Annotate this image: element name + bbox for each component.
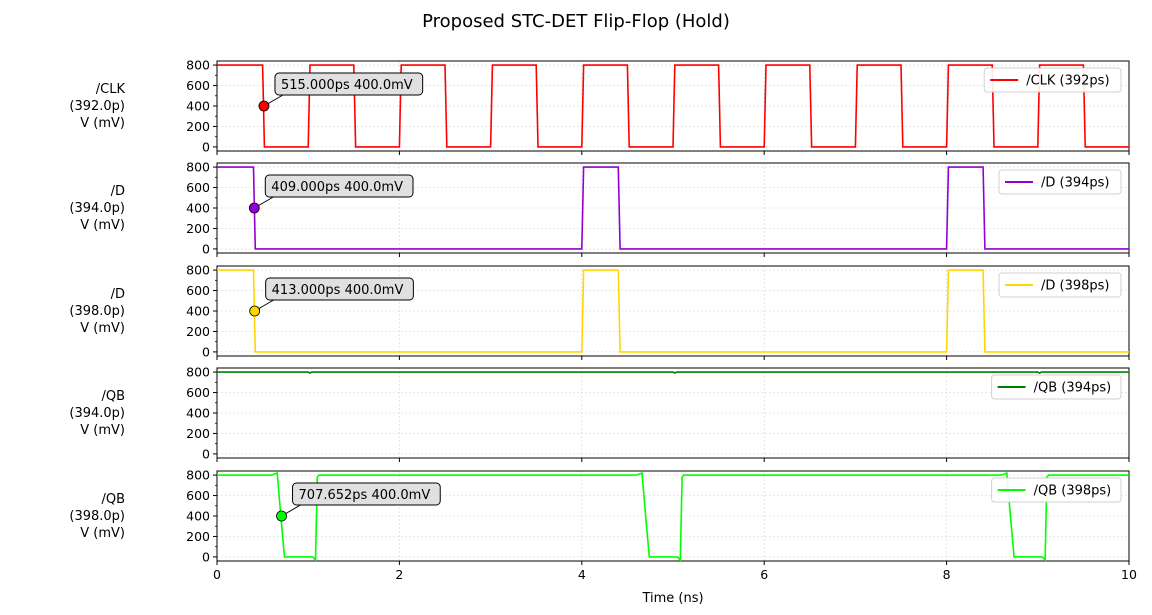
marker-label-box: [274, 72, 424, 96]
y-tick-label: 0: [202, 446, 210, 461]
y-tick-label: 200: [186, 119, 210, 134]
y-tick-label: 400: [186, 304, 210, 319]
marker-label: 515.000ps 400.0mV: [281, 78, 413, 93]
y-axis-label-line: /CLK: [96, 82, 126, 97]
y-axis-label-line: (394.0p): [69, 406, 125, 421]
marker-point: [248, 202, 260, 214]
legend-box: [991, 374, 1122, 400]
legend-label: /CLK (392ps): [1026, 74, 1109, 89]
legend-box: [991, 477, 1122, 503]
y-axis-label-line: /QB: [101, 389, 125, 404]
marker-label: 707.652ps 400.0mV: [299, 488, 431, 503]
x-axis-label: Time (ns): [641, 591, 703, 606]
legend-box: [998, 169, 1122, 195]
y-tick-label: 0: [202, 139, 210, 154]
x-tick-label: 8: [943, 567, 951, 582]
y-tick-label: 600: [186, 180, 210, 195]
marker-point: [276, 510, 287, 522]
y-tick-label: 200: [186, 426, 210, 441]
y-tick-label: 400: [186, 99, 210, 114]
y-tick-label: 200: [186, 529, 210, 544]
legend-label: /QB (398ps): [1034, 484, 1112, 499]
y-tick-label: 600: [186, 385, 210, 400]
series-line: [217, 269, 1129, 353]
y-axis-label-line: (394.0p): [69, 201, 125, 216]
x-tick-label: 4: [578, 567, 586, 582]
panel-3: 0 200 400 600 800/QB (394.0p) V (mV) /QB (394ps…: [69, 365, 1130, 462]
panel-1: 0 200 400 600 800/D (394.0p) V (mV) /D (394ps) 4…: [69, 160, 1130, 257]
y-tick-label: 800: [186, 365, 210, 380]
panel-2: 0 200 400 600 800/D (398.0p) V (mV) /D (398ps) 4…: [69, 263, 1130, 360]
panel-0: 0 200 400 600 800/CLK (392.0p) V (mV) /CLK (392…: [69, 58, 1130, 155]
series-line: [217, 166, 1129, 250]
y-tick-label: 400: [186, 201, 210, 216]
marker-point: [258, 100, 270, 112]
chart-title: Proposed STC-DET Flip-Flop (Hold): [422, 11, 730, 32]
legend-label: /QB (394ps): [1034, 381, 1112, 396]
x-tick-label: 0: [213, 567, 221, 582]
series-line: [217, 64, 1129, 148]
y-axis-label-line: V (mV): [80, 423, 125, 438]
y-tick-label: 0: [202, 241, 210, 256]
y-axis-label-line: (392.0p): [69, 99, 125, 114]
y-tick-label: 0: [202, 549, 210, 564]
y-tick-label: 200: [186, 221, 210, 236]
legend-label: /D (398ps): [1041, 279, 1110, 294]
y-axis-label-line: V (mV): [80, 116, 125, 131]
y-axis-label-line: V (mV): [80, 321, 125, 336]
y-tick-label: 600: [186, 283, 210, 298]
y-axis-label-line: V (mV): [80, 218, 125, 233]
y-axis-label-line: /QB: [101, 492, 125, 507]
y-tick-label: 200: [186, 324, 210, 339]
x-tick-label: 6: [760, 567, 768, 582]
y-tick-label: 800: [186, 263, 210, 278]
y-tick-label: 800: [186, 58, 210, 73]
y-tick-label: 800: [186, 160, 210, 175]
y-axis-label-line: (398.0p): [69, 509, 125, 524]
y-tick-label: 400: [186, 509, 210, 524]
y-tick-label: 600: [186, 488, 210, 503]
legend-box: [983, 67, 1122, 93]
y-axis-label-line: V (mV): [80, 526, 125, 541]
legend-label: /D (394ps): [1041, 176, 1110, 191]
y-axis-label-line: (398.0p): [69, 304, 125, 319]
marker-label-box: [265, 277, 414, 301]
y-axis-label-line: /D: [111, 184, 125, 199]
panel-4: 0 200 400 600 800 0 2 4 6 8 10/QB (398.0p) V (mV) /QB…: [69, 468, 1137, 582]
x-tick-label: 10: [1121, 567, 1137, 582]
y-axis-label-line: /D: [111, 287, 125, 302]
marker-label: 409.000ps 400.0mV: [271, 180, 403, 195]
y-tick-label: 600: [186, 78, 210, 93]
marker-label-box: [264, 174, 414, 198]
x-tick-label: 2: [395, 567, 403, 582]
legend-box: [998, 272, 1122, 298]
y-tick-label: 0: [202, 344, 210, 359]
y-tick-label: 800: [186, 468, 210, 483]
marker-label: 413.000ps 400.0mV: [272, 283, 404, 298]
series-line: [217, 371, 1129, 375]
marker-point: [249, 305, 261, 317]
marker-label-box: [292, 482, 441, 506]
y-tick-label: 400: [186, 406, 210, 421]
series-line: [217, 471, 1129, 563]
